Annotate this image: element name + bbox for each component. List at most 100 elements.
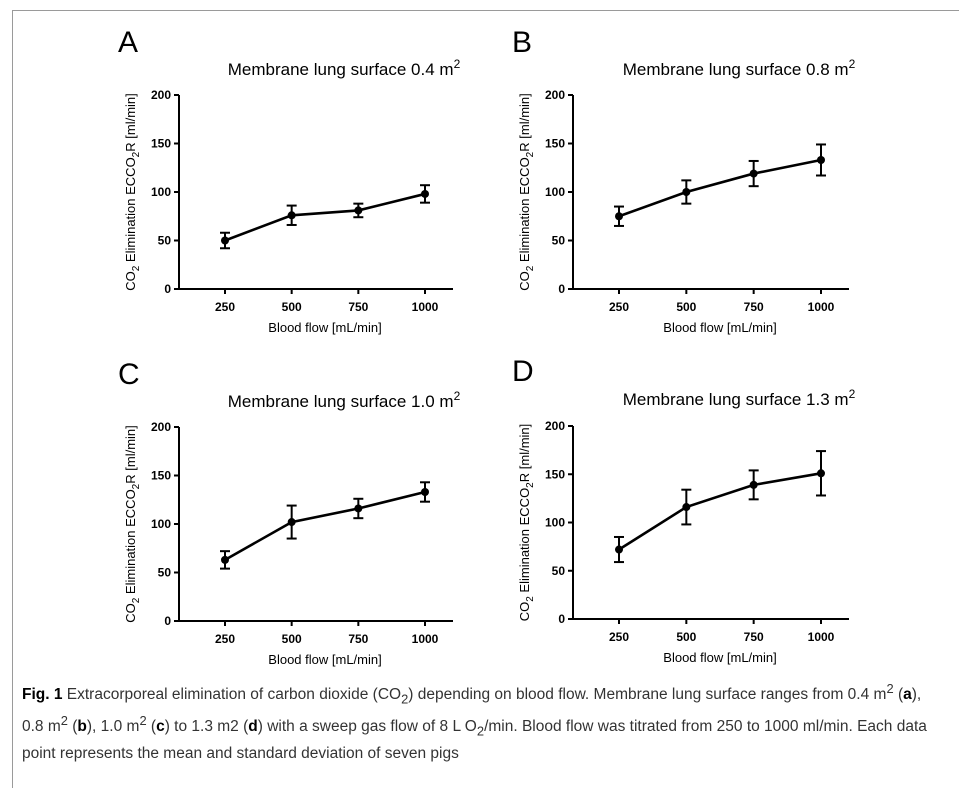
y-axis-title-text: CO: [517, 271, 532, 291]
y-tick-label: 100: [545, 516, 565, 530]
caption-text: ) depending on blood flow. Membrane lung…: [408, 686, 887, 704]
y-tick-label: 150: [545, 467, 565, 481]
chart-title-sup: 2: [849, 387, 856, 401]
chart-title-text: Membrane lung surface 0.4 m: [228, 60, 454, 79]
data-point: [817, 155, 825, 164]
y-axis-title-sub: 2: [131, 265, 142, 271]
caption-text: Extracorporeal elimination of carbon dio…: [62, 686, 402, 704]
y-tick-label: 150: [545, 137, 565, 151]
y-axis-title-text: Elimination ECCO: [123, 157, 138, 265]
y-axis-title-text: R [ml/min]: [517, 424, 532, 483]
y-axis-title-text: Elimination ECCO: [517, 157, 532, 265]
data-point: [354, 206, 363, 215]
series-line: [224, 490, 426, 562]
y-axis-title-sub: 2: [525, 265, 536, 271]
data-point: [421, 189, 429, 198]
chart-title-text: Membrane lung surface 0.8 m: [623, 60, 849, 79]
y-axis-title: CO2 Elimination ECCO2R [ml/min]: [517, 424, 536, 622]
figure-label: Fig. 1: [22, 686, 63, 704]
panel-letter: C: [118, 358, 140, 391]
x-tick-label: 1000: [808, 300, 835, 314]
caption-sup: 2: [886, 681, 894, 696]
y-axis-title-text: CO: [517, 602, 532, 622]
y-tick-label: 0: [164, 282, 171, 296]
data-point: [421, 487, 429, 496]
y-axis-title-sub: 2: [131, 597, 142, 603]
caption-text: ), 0.8 m: [22, 686, 922, 736]
y-axis-title-sub: 2: [131, 483, 142, 489]
y-axis-title: CO2 Elimination ECCO2R [ml/min]: [123, 425, 142, 623]
caption-text: (: [67, 718, 78, 736]
chart-title-sup: 2: [454, 389, 461, 403]
x-axis-title: Blood flow [mL/min]: [268, 320, 381, 335]
data-point: [682, 503, 691, 512]
y-axis-title-sub: 2: [131, 151, 142, 157]
series-line: [224, 192, 426, 242]
x-axis-title: Blood flow [mL/min]: [663, 650, 776, 665]
data-point: [682, 188, 691, 196]
figure-frame: [12, 10, 959, 788]
x-tick-label: 500: [282, 300, 302, 314]
y-axis-title-text: R [ml/min]: [517, 93, 532, 152]
x-tick-label: 250: [609, 630, 629, 644]
x-axis-title: Blood flow [mL/min]: [268, 652, 381, 667]
x-tick-label: 750: [744, 630, 764, 644]
caption-sup: 2: [60, 713, 68, 729]
caption-panel-ref: c: [156, 718, 165, 736]
panel-letter: D: [512, 355, 534, 388]
y-tick-label: 50: [158, 234, 172, 248]
y-tick-label: 100: [151, 185, 171, 199]
y-axis-title-sub: 2: [525, 151, 536, 157]
x-tick-label: 1000: [412, 300, 439, 314]
caption-sup: 2: [139, 713, 147, 729]
x-tick-label: 750: [348, 632, 368, 646]
y-tick-label: 50: [552, 234, 566, 248]
y-tick-label: 0: [164, 614, 171, 628]
x-tick-label: 1000: [412, 632, 439, 646]
x-tick-label: 1000: [808, 630, 835, 644]
chart-title-sup: 2: [849, 57, 856, 71]
x-tick-label: 750: [348, 300, 368, 314]
data-point: [749, 480, 758, 489]
y-tick-label: 0: [558, 612, 565, 626]
chart-title-text: Membrane lung surface 1.0 m: [228, 392, 454, 411]
chart-title: Membrane lung surface 0.4 m2: [228, 57, 461, 79]
y-axis-title-sub: 2: [525, 482, 536, 488]
data-point: [287, 211, 296, 220]
x-tick-label: 500: [676, 300, 696, 314]
y-axis-title-sub: 2: [525, 596, 536, 602]
caption-panel-ref: b: [77, 718, 87, 736]
caption-text: ), 1.0 m: [86, 718, 140, 736]
data-point: [354, 504, 363, 513]
series-line: [618, 158, 822, 218]
data-point: [221, 555, 229, 564]
caption-text: (: [146, 718, 157, 736]
y-tick-label: 50: [158, 566, 172, 580]
y-tick-label: 200: [545, 419, 565, 433]
caption-sub: 2: [476, 723, 485, 739]
y-axis-title: CO2 Elimination ECCO2R [ml/min]: [123, 93, 142, 291]
chart-title-text: Membrane lung surface 1.3 m: [623, 390, 849, 409]
data-point: [749, 169, 758, 178]
caption-text: ) to 1.3 m2 (: [164, 718, 249, 736]
x-tick-label: 250: [609, 300, 629, 314]
y-axis-title-text: CO: [123, 271, 138, 291]
data-point: [615, 212, 623, 221]
y-axis-title-text: R [ml/min]: [123, 93, 138, 152]
caption-text: (: [893, 686, 904, 704]
chart-title: Membrane lung surface 1.3 m2: [623, 387, 856, 409]
caption-sub: 2: [401, 691, 409, 707]
y-tick-label: 200: [151, 420, 171, 434]
data-point: [817, 469, 825, 478]
x-tick-label: 250: [215, 300, 235, 314]
caption-text: /min. Blood flow was titrated from 250 t…: [22, 718, 927, 762]
caption-panel-ref: d: [248, 718, 258, 736]
y-tick-label: 100: [545, 185, 565, 199]
y-axis-title-text: Elimination ECCO: [123, 489, 138, 597]
x-tick-label: 500: [676, 630, 696, 644]
figure-caption: Fig. 1 Extracorporeal elimination of car…: [22, 678, 947, 765]
caption-text: ) with a sweep gas flow of 8 L O: [257, 718, 477, 736]
y-tick-label: 100: [151, 517, 171, 531]
x-axis-title: Blood flow [mL/min]: [663, 320, 776, 335]
